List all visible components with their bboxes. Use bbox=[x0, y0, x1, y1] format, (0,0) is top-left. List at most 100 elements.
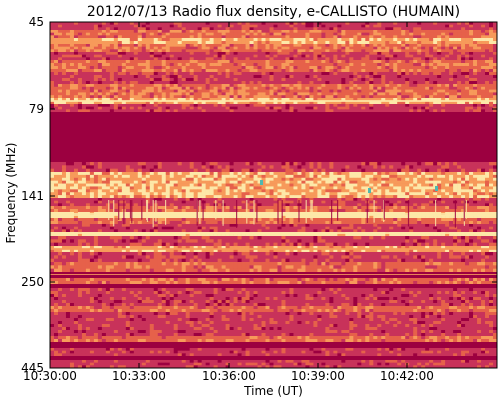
heatmap-cell bbox=[269, 92, 274, 96]
heatmap-cell bbox=[361, 46, 366, 50]
heatmap-cell bbox=[89, 24, 95, 28]
heatmap-cell bbox=[129, 32, 135, 36]
heatmap-cell bbox=[465, 98, 470, 102]
heatmap-cell bbox=[65, 89, 71, 93]
heatmap-cell bbox=[245, 198, 250, 201]
heatmap-cell bbox=[425, 177, 430, 181]
heatmap-cell bbox=[73, 66, 79, 70]
heatmap-cell bbox=[137, 89, 143, 93]
heatmap-cell bbox=[409, 195, 414, 199]
heatmap-cell bbox=[393, 86, 398, 90]
heatmap-cell bbox=[241, 189, 246, 193]
heatmap-cell bbox=[249, 177, 254, 181]
heatmap-cell bbox=[457, 49, 462, 53]
heatmap-cell bbox=[421, 32, 426, 36]
heatmap-cell bbox=[149, 72, 155, 76]
heatmap-cell bbox=[333, 109, 338, 113]
heatmap-cell bbox=[125, 101, 131, 105]
heatmap-cell bbox=[85, 49, 91, 53]
heatmap-cell bbox=[225, 89, 230, 93]
heatmap-cell bbox=[261, 95, 266, 99]
heatmap-cell bbox=[329, 81, 334, 85]
heatmap-cell bbox=[101, 75, 107, 79]
heatmap-cell bbox=[405, 168, 410, 173]
heatmap-cell bbox=[385, 46, 390, 50]
heatmap-cell bbox=[333, 22, 338, 25]
heatmap-cell bbox=[253, 186, 258, 190]
heatmap-cell bbox=[313, 192, 318, 196]
heatmap-cell bbox=[281, 35, 286, 39]
heatmap-cell bbox=[269, 69, 274, 73]
heatmap-cell bbox=[209, 72, 214, 76]
heatmap-cell bbox=[445, 30, 450, 33]
heatmap-cell bbox=[245, 72, 250, 76]
heatmap-cell bbox=[297, 165, 302, 169]
heatmap-cell bbox=[381, 38, 386, 42]
heatmap-cell bbox=[209, 198, 214, 201]
heatmap-cell bbox=[285, 186, 290, 190]
heatmap-cell bbox=[241, 92, 246, 96]
heatmap-cell bbox=[193, 57, 198, 61]
heatmap-cell bbox=[57, 95, 63, 99]
heatmap-cell bbox=[485, 183, 490, 187]
heatmap-cell bbox=[105, 106, 111, 110]
heatmap-cell bbox=[457, 81, 462, 85]
heatmap-cell bbox=[185, 44, 190, 47]
heatmap-cell bbox=[253, 69, 258, 73]
heatmap-cell bbox=[145, 183, 151, 187]
heatmap-cell bbox=[77, 95, 83, 99]
heatmap-cell bbox=[361, 192, 366, 196]
heatmap-cell bbox=[405, 174, 410, 179]
heatmap-cell bbox=[101, 168, 107, 173]
heatmap-cell bbox=[365, 172, 370, 176]
heatmap-cell bbox=[385, 177, 390, 181]
heatmap-cell bbox=[165, 168, 171, 173]
heatmap-cell bbox=[369, 106, 374, 110]
heatmap-cell bbox=[189, 183, 194, 187]
heatmap-cell bbox=[129, 86, 135, 90]
heatmap-cell bbox=[397, 84, 402, 88]
heatmap-cell bbox=[209, 57, 214, 61]
heatmap-cell bbox=[165, 174, 171, 179]
heatmap-cell bbox=[209, 38, 214, 42]
heatmap-cell bbox=[265, 66, 270, 70]
heatmap-cell bbox=[281, 98, 286, 102]
heatmap-cell bbox=[393, 106, 398, 110]
heatmap-cell bbox=[249, 52, 254, 55]
heatmap-cell bbox=[281, 95, 286, 99]
heatmap-cell bbox=[73, 63, 79, 67]
heatmap-cell bbox=[413, 98, 418, 102]
heatmap-cell bbox=[325, 78, 330, 82]
heatmap-cell bbox=[397, 101, 402, 105]
heatmap-cell bbox=[369, 63, 374, 67]
heatmap-cell bbox=[357, 192, 362, 196]
heatmap-cell bbox=[237, 66, 242, 70]
heatmap-cell bbox=[50, 192, 55, 196]
heatmap-cell bbox=[381, 54, 386, 58]
heatmap-cell bbox=[53, 180, 59, 184]
heatmap-cell bbox=[457, 195, 462, 199]
heatmap-cell bbox=[113, 84, 119, 88]
heatmap-cell bbox=[417, 174, 422, 179]
heatmap-cell bbox=[265, 104, 270, 107]
heatmap-cell bbox=[185, 186, 190, 190]
heatmap-cell bbox=[453, 189, 458, 193]
heatmap-cell bbox=[265, 92, 270, 96]
heatmap-cell bbox=[349, 180, 354, 184]
heatmap-cell bbox=[225, 35, 230, 39]
heatmap-cell bbox=[465, 180, 470, 184]
heatmap-cell bbox=[93, 27, 99, 31]
heatmap-cell bbox=[101, 162, 107, 166]
heatmap-cell bbox=[445, 54, 450, 58]
heatmap-cell bbox=[237, 63, 242, 67]
heatmap-cell bbox=[101, 54, 107, 58]
heatmap-cell bbox=[397, 49, 402, 53]
heatmap-cell bbox=[173, 22, 179, 25]
heatmap-cell bbox=[137, 78, 143, 82]
heatmap-cell bbox=[349, 106, 354, 110]
heatmap-cell bbox=[273, 189, 278, 193]
heatmap-cell bbox=[357, 49, 362, 53]
heatmap-cell bbox=[385, 24, 390, 28]
heatmap-cell bbox=[273, 104, 278, 107]
heatmap-cell bbox=[325, 32, 330, 36]
